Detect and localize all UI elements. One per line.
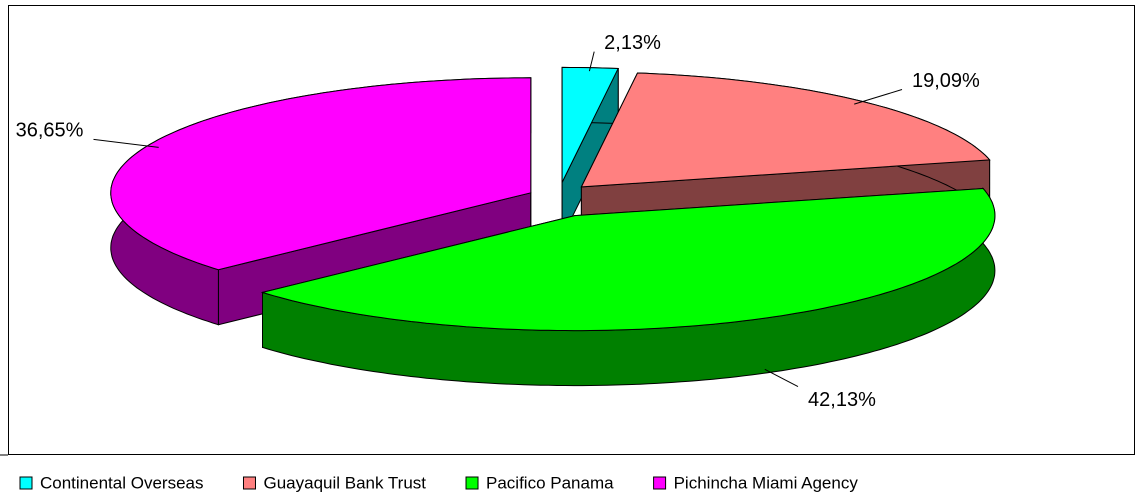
slice [260, 187, 996, 387]
data-label: 42,13% [808, 389, 876, 411]
data-label: 36,65% [16, 120, 84, 142]
legend-label: Continental Overseas [40, 473, 203, 492]
leader-line [93, 138, 159, 148]
slice-top [260, 187, 996, 332]
legend-swatch [653, 476, 667, 490]
slice [561, 66, 619, 238]
leader-line [764, 368, 799, 388]
legend-label: Pichincha Miami Agency [674, 473, 859, 492]
legend: Continental Overseas Guayaquil Bank Trust… [0, 454, 859, 492]
legend-swatch [242, 476, 256, 490]
data-label: 2,13% [604, 32, 661, 54]
leader-line [854, 89, 903, 105]
pie: 2,13% 19,09% 42,13% 36,65% [16, 32, 996, 411]
legend-label: Guayaquil Bank Trust [263, 473, 426, 492]
legend-swatch [465, 476, 479, 490]
legend-label: Pacifico Panama [486, 473, 614, 492]
plot-frame [8, 5, 1135, 455]
data-label: 19,09% [912, 70, 980, 92]
legend-swatch [19, 476, 33, 490]
leader-line [588, 51, 595, 72]
